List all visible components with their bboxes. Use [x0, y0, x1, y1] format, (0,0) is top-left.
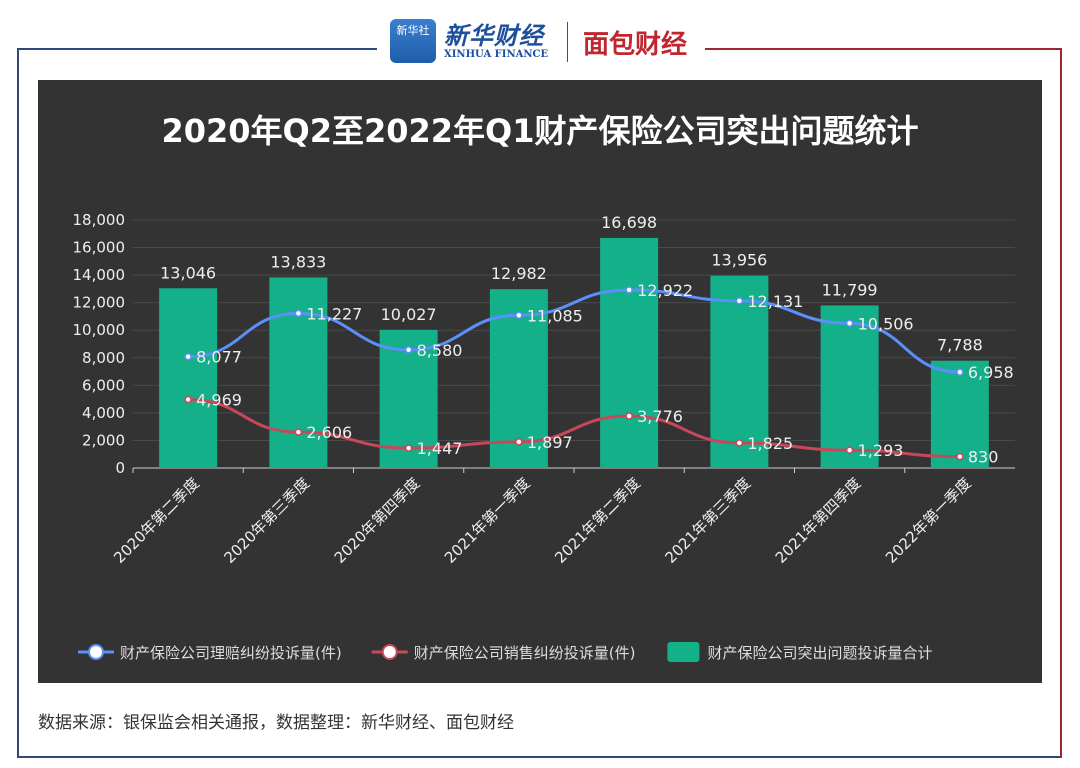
data-point [515, 311, 523, 320]
data-point [404, 444, 413, 452]
bar-data-label: 10,027 [381, 305, 437, 324]
bar-data-label: 12,982 [491, 264, 547, 283]
data-source: 数据来源：银保监会相关通报，数据整理：新华财经、面包财经 [38, 713, 514, 733]
xinhua-badge-logo: 新华社 [390, 19, 436, 63]
x-tick-label: 2020年第三季度 [220, 474, 313, 567]
xinhua-finance-logo: 新华财经 XINHUA FINANCE [444, 21, 549, 60]
data-point [294, 428, 303, 436]
chart-panel: 2020年Q2至2022年Q1财产保险公司突出问题统计 0 2,000 4,000 6… [38, 80, 1042, 683]
data-point [845, 319, 854, 328]
bar [930, 360, 989, 468]
bar-data-label: 16,698 [601, 213, 657, 232]
frame-line [17, 48, 19, 758]
logo-divider [567, 22, 568, 62]
y-tick-label: 6,000 [82, 376, 125, 394]
x-tick-label: 2020年第四季度 [331, 474, 424, 567]
x-tick-label: 2020年第二季度 [110, 474, 203, 567]
mianbao-finance-logo: 面包财经 [583, 30, 688, 60]
data-point [845, 446, 854, 454]
bar-data-label: 13,833 [270, 252, 326, 271]
chart-svg: 0 2,000 4,000 6,000 8,000 10,000 12,000 14,000 1… [73, 211, 1015, 662]
x-tick-label: 2021年第四季度 [772, 474, 865, 567]
line-data-label: 4,969 [196, 391, 242, 410]
line-data-label: 1,447 [417, 439, 463, 458]
y-tick-label: 0 [115, 459, 125, 477]
chart-title: 2020年Q2至2022年Q1财产保险公司突出问题统计 [161, 112, 919, 150]
bar [710, 275, 769, 468]
x-tick-label: 2021年第一季度 [441, 474, 534, 567]
bar-data-label: 7,788 [937, 336, 983, 355]
legend-swatch-icon [667, 642, 700, 662]
y-tick-label: 8,000 [82, 349, 125, 367]
y-tick-label: 14,000 [73, 266, 126, 284]
data-point [184, 395, 192, 404]
x-tick-label: 2022年第一季度 [882, 474, 975, 567]
y-tick-label: 2,000 [82, 431, 125, 449]
frame-line [1060, 48, 1062, 758]
bar-data-label: 13,046 [160, 263, 216, 282]
y-tick-label: 10,000 [73, 321, 126, 339]
data-point [735, 297, 744, 305]
y-tick-label: 18,000 [73, 211, 126, 229]
data-point [294, 309, 303, 318]
line-data-label: 1,293 [858, 441, 904, 460]
x-tick-label: 2021年第二季度 [551, 474, 644, 567]
frame-line [17, 756, 1062, 758]
line-data-label: 1,825 [747, 434, 793, 453]
line-data-label: 11,227 [306, 304, 362, 323]
frame-line [705, 48, 1062, 50]
data-point [625, 412, 633, 420]
data-point [735, 439, 744, 447]
line-data-label: 11,085 [527, 306, 583, 325]
bar [600, 237, 659, 468]
line-data-label: 8,077 [196, 348, 242, 367]
legend-label: 财产保险公司突出问题投诉量合计 [707, 644, 932, 662]
line-data-label: 10,506 [858, 314, 914, 333]
bar [269, 277, 328, 468]
data-point [956, 368, 964, 376]
y-tick-label: 12,000 [73, 294, 126, 312]
data-point [625, 286, 633, 294]
legend-label: 财产保险公司销售纠纷投诉量(件) [414, 644, 636, 662]
legend-marker-icon [381, 644, 398, 660]
x-tick-label: 2021年第三季度 [661, 474, 754, 567]
line-data-label: 830 [968, 448, 999, 467]
line-data-label: 12,131 [747, 292, 803, 311]
line-data-label: 2,606 [306, 423, 352, 442]
y-tick-label: 16,000 [73, 239, 126, 257]
line-data-label: 3,776 [637, 407, 683, 426]
legend-label: 财产保险公司理赔纠纷投诉量(件) [120, 644, 342, 662]
line-data-label: 12,922 [637, 281, 693, 300]
bar-data-label: 13,956 [711, 251, 767, 270]
frame-line [17, 48, 377, 50]
line-data-label: 8,580 [417, 341, 463, 360]
y-tick-label: 4,000 [82, 404, 125, 422]
series-line [188, 288, 960, 374]
legend-marker-icon [88, 644, 104, 660]
data-point [404, 346, 413, 354]
bar [820, 305, 879, 468]
bar [159, 288, 218, 468]
data-point [184, 352, 192, 361]
data-point [956, 452, 964, 461]
data-point [515, 438, 523, 446]
bar-data-label: 11,799 [822, 280, 878, 299]
series-line [188, 398, 960, 459]
line-data-label: 1,897 [527, 433, 573, 452]
line-data-label: 6,958 [968, 363, 1014, 382]
